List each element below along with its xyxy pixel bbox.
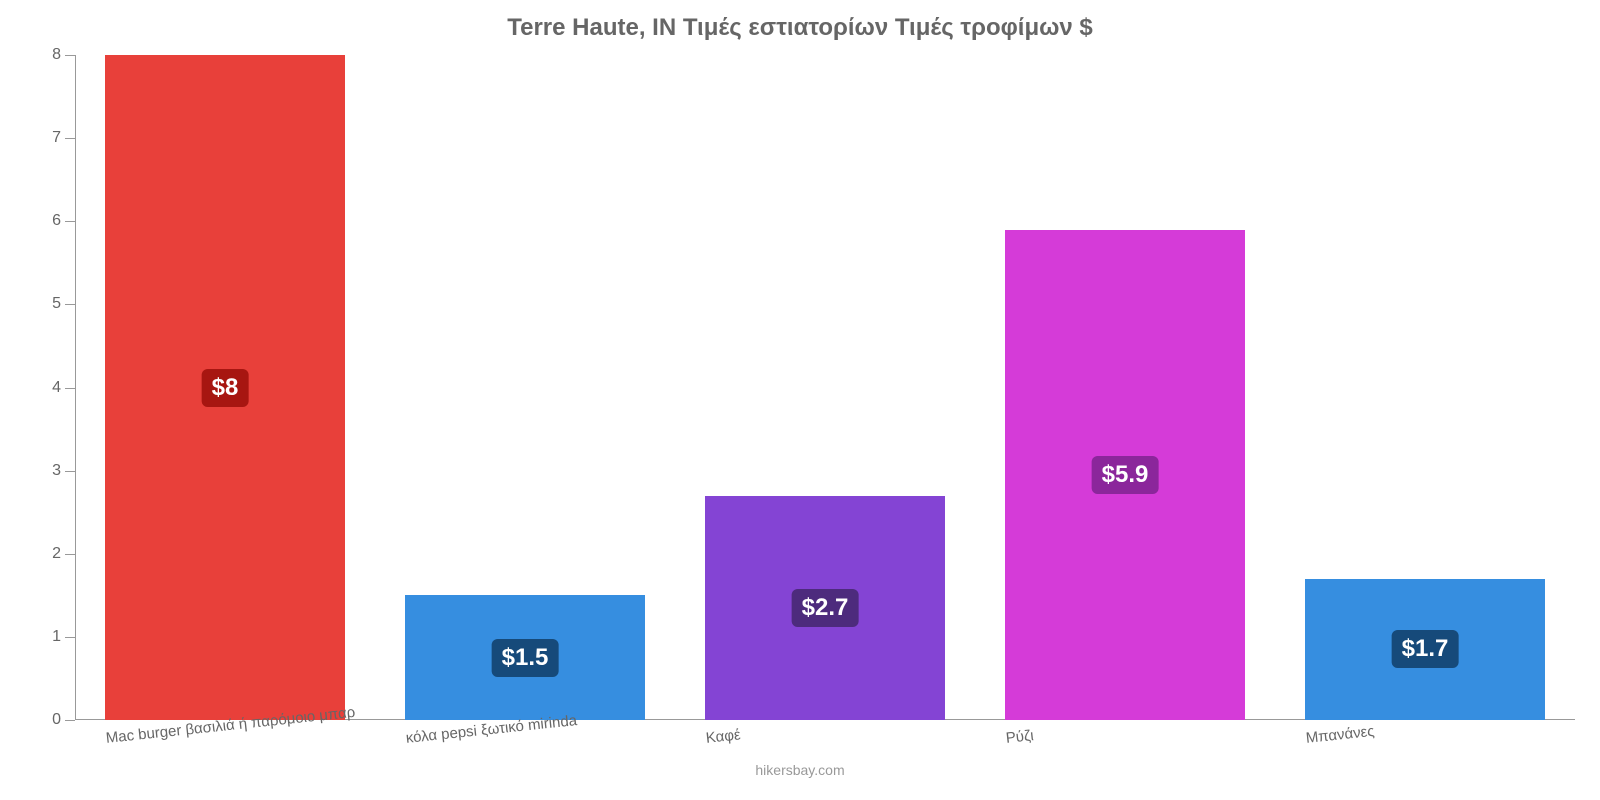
bar-value-label: $5.9 [1102,461,1149,488]
bar-value-label: $8 [212,374,239,401]
plot-area: 012345678$8Mac burger βασιλιά ή παρόμοιο… [75,55,1575,720]
y-tick-label: 4 [52,379,75,397]
y-tick-label: 6 [52,212,75,230]
bar-value-label: $1.5 [502,644,549,671]
bar-value-label: $1.7 [1402,635,1449,662]
y-axis [75,55,76,720]
bar-value-badge: $8 [202,369,249,407]
x-category-label: Μπανάνες [1305,723,1375,747]
x-category-label: Ρύζι [1005,727,1035,747]
x-category-label: Καφέ [705,726,742,747]
y-tick-label: 8 [52,46,75,64]
bar-value-badge: $2.7 [792,589,859,627]
bar-value-badge: $1.5 [492,639,559,677]
bar-value-label: $2.7 [802,594,849,621]
chart-footer: hikersbay.com [0,762,1600,778]
y-tick-label: 5 [52,295,75,313]
chart-title: Terre Haute, IN Τιμές εστιατορίων Τιμές … [0,14,1600,42]
y-tick-label: 7 [52,129,75,147]
y-tick-label: 0 [52,711,75,729]
price-bar-chart: Terre Haute, IN Τιμές εστιατορίων Τιμές … [0,0,1600,800]
y-tick-label: 2 [52,545,75,563]
y-tick-label: 1 [52,628,75,646]
bar-value-badge: $5.9 [1092,456,1159,494]
bar-value-badge: $1.7 [1392,630,1459,668]
y-tick-label: 3 [52,462,75,480]
